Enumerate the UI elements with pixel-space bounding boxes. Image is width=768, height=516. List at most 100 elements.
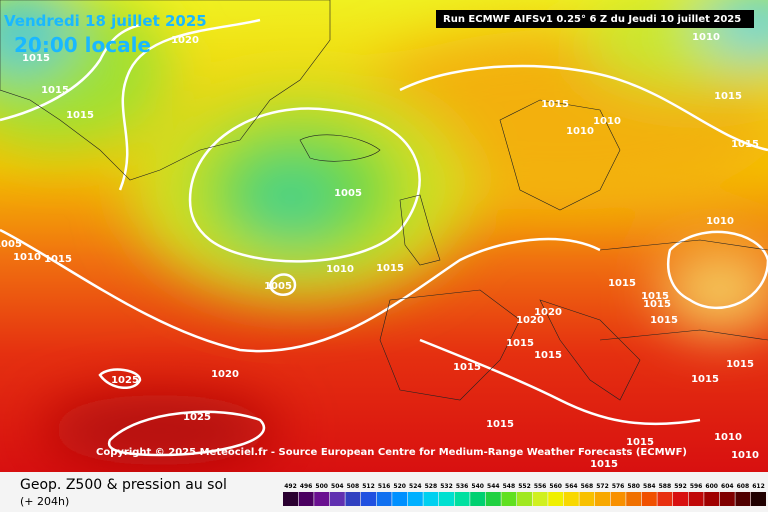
legend-swatch [470,492,486,506]
isobar-label: 1010 [714,432,742,443]
legend-label: 572 [596,483,609,490]
legend-label: 516 [378,483,391,490]
legend-swatch [688,492,704,506]
isobar-label: 1015 [714,91,742,102]
legend-label: 492 [284,483,297,490]
legend-label: 536 [456,483,469,490]
legend-swatch [298,492,314,506]
isobar-label: 1010 [566,126,594,137]
legend-swatch [454,492,470,506]
legend-swatch [595,492,610,506]
isobar-label: 1010 [326,264,354,275]
isobar-label: 1015 [22,53,50,64]
isobar-label: 1015 [66,110,94,121]
legend-swatch [548,492,564,506]
legend-label: 592 [674,483,687,490]
local-time: 20:00 locale [14,33,151,57]
legend-swatch [532,492,548,506]
legend-label: 564 [565,483,578,490]
legend-swatch [641,492,657,506]
isobar-label: 1015 [534,350,562,361]
isobar-label: 1015 [44,254,72,265]
isobar-label: 1015 [731,139,759,150]
isobar-label: 1015 [643,299,671,310]
isobar-label: 1020 [211,369,239,380]
coastlines [0,0,768,401]
legend-label: 532 [440,483,453,490]
legend-label: 604 [721,483,734,490]
legend-swatch [485,492,501,506]
legend-swatch [345,492,361,506]
legend-label: 496 [300,483,313,490]
date: Vendredi 18 juillet 2025 [4,12,207,30]
legend-swatch [392,492,408,506]
legend-label: 544 [487,483,500,490]
copyright: Copyright © 2025 Meteociel.fr - Source E… [96,447,687,458]
legend-swatch [314,492,330,506]
isobar-label: 1015 [541,99,569,110]
isobar-label: 1010 [692,32,720,43]
legend-label: 540 [471,483,484,490]
legend-swatch [704,492,720,506]
legend-swatch [329,492,345,506]
isobar-label: 1025 [183,412,211,423]
legend-swatch [735,492,751,506]
legend-swatch [283,492,298,506]
legend-label: 580 [627,483,640,490]
isobar-label: 1015 [486,419,514,430]
legend-swatch [751,492,766,506]
isobar-label: 1015 [626,437,654,448]
isobar-lines [0,18,768,457]
isobar-label: 1010 [13,252,41,263]
isobar-label: 1010 [593,116,621,127]
isobar-label: 1005 [334,188,362,199]
isobar-label: 1010 [731,450,759,461]
legend-swatch [407,492,423,506]
isobar-label: 1020 [516,315,544,326]
legend-label: 504 [331,483,344,490]
isobar-label: 1020 [171,35,199,46]
legend-swatch [517,492,532,506]
legend-label: 584 [643,483,656,490]
legend-label: 560 [549,483,562,490]
isobar-label: 1015 [506,338,534,349]
isobar-labels: 1020101510151015100510051010101510101015… [0,32,759,470]
legend-label: 552 [518,483,531,490]
legend-swatch [439,492,454,506]
isobar-label: 1015 [41,85,69,96]
legend-label: 556 [534,483,547,490]
legend-swatch [626,492,642,506]
legend-label: 576 [612,483,625,490]
legend-label: 528 [425,483,438,490]
legend-swatch [719,492,735,506]
isobar-label: 1015 [641,291,669,302]
legend: 492 496 500 504 508 512 516 520 524 528 532 536 540 5… [283,483,766,506]
isobar-label: 1025 [111,375,139,386]
legend-swatch [673,492,688,506]
legend-label: 520 [393,483,406,490]
legend-label: 512 [362,483,375,490]
legend-label: 596 [690,483,703,490]
legend-swatch [610,492,626,506]
isobar-label: 1015 [650,315,678,326]
legend-label: 608 [737,483,750,490]
legend-label: 612 [752,483,765,490]
legend-swatch [563,492,579,506]
legend-label: 548 [503,483,516,490]
isobar-label: 1015 [608,278,636,289]
legend-swatch [657,492,673,506]
legend-swatch [423,492,439,506]
isobar-label: 1010 [706,216,734,227]
lead-time: (+ 204h) [20,495,69,508]
isobar-label: 1015 [453,362,481,373]
legend-swatch [579,492,595,506]
legend-label: 568 [581,483,594,490]
isobar-label: 1005 [0,239,22,250]
legend-label: 600 [705,483,718,490]
isobar-label: 1020 [534,307,562,318]
footer-title: Geop. Z500 & pression au sol [20,477,227,493]
legend-label: 524 [409,483,422,490]
legend-label: 500 [315,483,328,490]
isobar-label: 1015 [590,459,618,470]
